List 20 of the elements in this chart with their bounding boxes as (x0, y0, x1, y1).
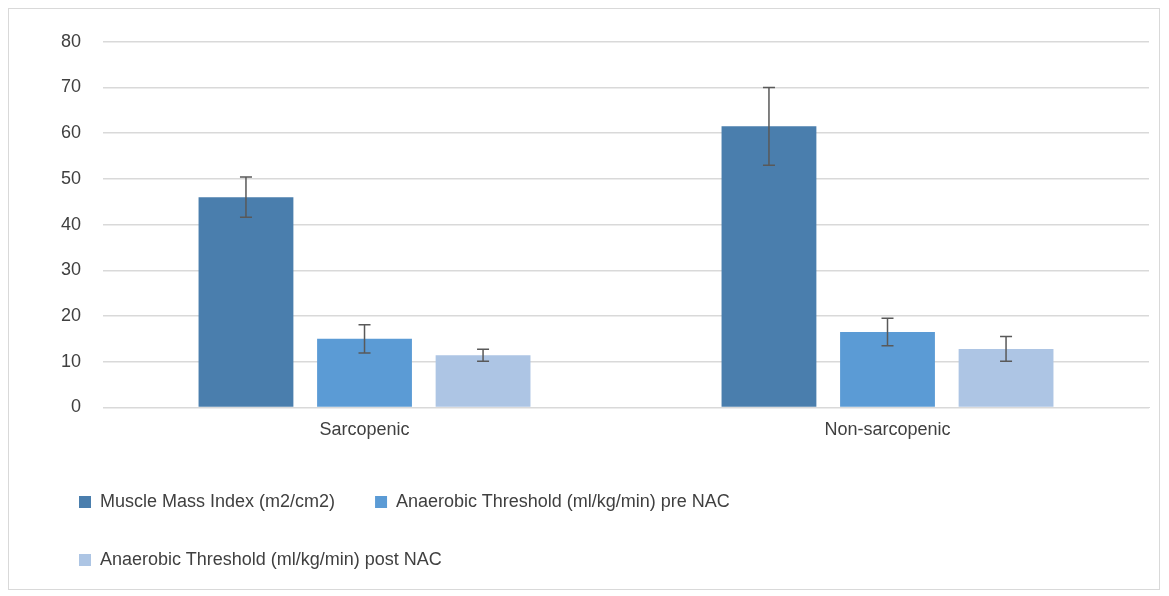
bar (721, 126, 817, 407)
legend-label: Anaerobic Threshold (ml/kg/min) post NAC (100, 548, 442, 569)
bar (435, 355, 531, 407)
y-tick-label: 10 (60, 350, 82, 371)
x-tick-label: Sarcopenic (319, 419, 410, 440)
y-tick-label: 0 (71, 396, 82, 417)
bar (958, 348, 1054, 407)
y-tick-label: 80 (60, 30, 82, 51)
legend-label: Anaerobic Threshold (ml/kg/min) pre NAC (396, 490, 730, 511)
y-tick-label: 50 (60, 167, 82, 188)
y-tick-label: 60 (60, 122, 82, 143)
y-tick-label: 70 (60, 76, 82, 97)
x-tick-label: Non-sarcopenic (824, 419, 951, 440)
bar (198, 197, 294, 407)
legend-label: Muscle Mass Index (m2/cm2) (100, 490, 336, 511)
y-tick-label: 40 (60, 213, 82, 234)
bar (317, 338, 412, 407)
y-tick-label: 30 (60, 259, 82, 280)
y-tick-label: 20 (60, 304, 82, 325)
bar (840, 332, 935, 407)
